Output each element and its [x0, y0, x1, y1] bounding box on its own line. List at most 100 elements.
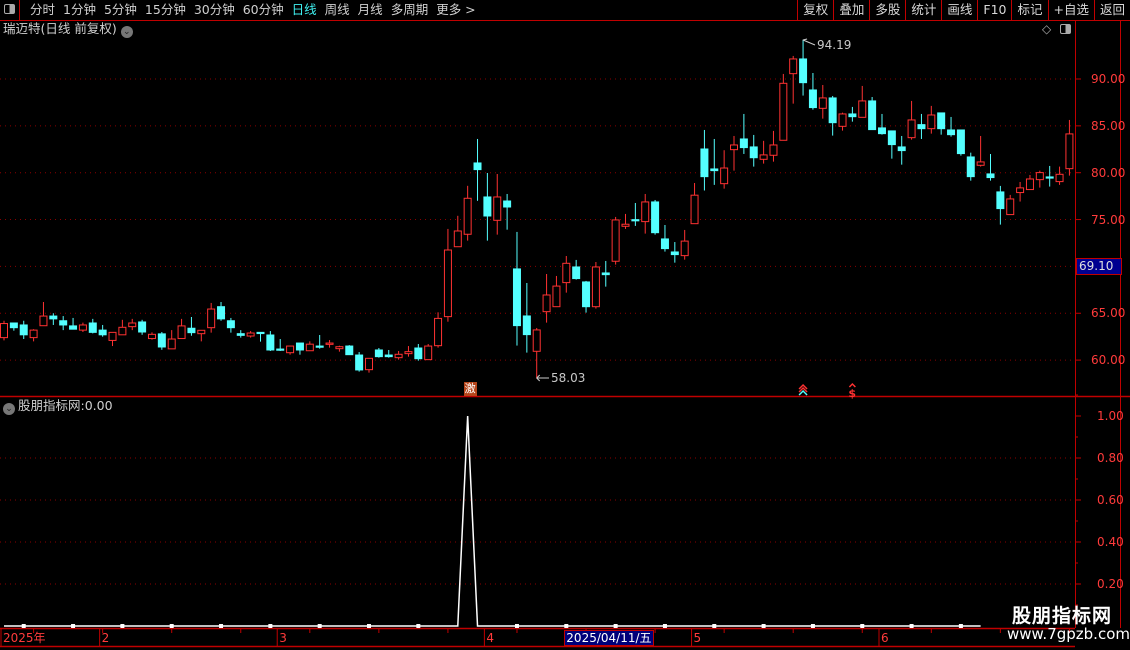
candle: [769, 130, 778, 162]
candle: [0, 320, 8, 341]
indicator-point: [810, 624, 815, 628]
candle-body: [601, 272, 610, 276]
candle: [69, 317, 78, 330]
tab-period-3[interactable]: 15分钟: [144, 2, 186, 17]
candle-body: [877, 127, 886, 135]
candle: [986, 153, 995, 181]
indicator-title: ⌄ 股朋指标网:0.00: [3, 398, 113, 415]
tab-period-8[interactable]: 月线: [357, 2, 383, 17]
candle-body: [611, 219, 620, 262]
candle: [177, 318, 186, 340]
candle: [917, 113, 926, 139]
tab-period-1[interactable]: 1分钟: [63, 2, 96, 17]
candle: [828, 95, 837, 136]
candle: [887, 130, 896, 159]
toolbar-button-7[interactable]: +自选: [1047, 0, 1094, 20]
candle: [167, 330, 176, 350]
candle: [542, 273, 551, 323]
candle: [138, 319, 147, 335]
candle: [848, 106, 857, 122]
toolbar-button-2[interactable]: 多股: [869, 0, 905, 20]
candle: [473, 138, 482, 201]
toolbar-button-4[interactable]: 画线: [941, 0, 977, 20]
toolbar: 分时 1分钟 5分钟 15分钟 30分钟 60分钟 日线 周线 月线 多周期 更多 > 复权 叠加 多股…: [0, 0, 1130, 21]
candle-body: [907, 119, 916, 139]
candle: [276, 339, 285, 352]
diamond-icon[interactable]: ◇: [1042, 22, 1052, 36]
candle: [59, 316, 68, 331]
tab-period-9[interactable]: 多周期: [390, 2, 429, 17]
candle: [29, 329, 38, 342]
indicator-tick-label: 1.00: [1097, 409, 1124, 423]
price-tick-label: 60.00: [1091, 353, 1126, 368]
tab-period-0[interactable]: 分时: [30, 2, 56, 17]
candle-body: [848, 113, 857, 118]
candle-body: [217, 306, 226, 320]
candle-body: [641, 201, 650, 223]
candle-body: [19, 324, 28, 336]
tab-period-5[interactable]: 60分钟: [242, 2, 284, 17]
candle: [552, 275, 561, 308]
candle-body: [739, 138, 748, 149]
candle: [197, 329, 206, 342]
toolbar-button-0[interactable]: 复权: [797, 0, 833, 20]
candle-body: [887, 130, 896, 146]
candle-body: [463, 197, 472, 235]
candle: [572, 259, 581, 280]
toolbar-button-5[interactable]: F10: [977, 0, 1011, 20]
candle-body: [443, 249, 452, 318]
panel-toggle-button[interactable]: [0, 0, 20, 20]
candle: [286, 345, 295, 355]
candle-body: [503, 200, 512, 208]
candle-body: [493, 196, 502, 221]
candle-body: [276, 348, 285, 351]
candle-body: [799, 58, 808, 84]
tab-period-2[interactable]: 5分钟: [103, 2, 137, 17]
candle-body: [572, 266, 581, 280]
candle-body: [976, 161, 985, 166]
indicator-tick-label: 0.40: [1097, 535, 1124, 549]
candle-body: [384, 354, 393, 358]
candle: [937, 112, 946, 135]
candle-body: [138, 321, 147, 333]
indicator-tick-label: 0.60: [1097, 493, 1124, 507]
chevron-down-icon[interactable]: ⌄: [3, 403, 15, 415]
candle: [601, 260, 610, 287]
candle: [670, 242, 679, 263]
candle: [1006, 194, 1015, 216]
candle: [503, 193, 512, 230]
candle: [966, 152, 975, 181]
tab-period-6[interactable]: 日线: [291, 2, 317, 17]
candle: [522, 282, 531, 353]
candle-body: [1065, 133, 1074, 170]
candle: [325, 340, 334, 348]
candle: [355, 352, 364, 372]
toolbar-button-1[interactable]: 叠加: [833, 0, 869, 20]
candle: [591, 261, 600, 309]
candle-body: [779, 82, 788, 141]
low-price-annotation: 58.03: [551, 371, 586, 385]
candle-body: [522, 315, 531, 336]
candle: [39, 302, 48, 327]
chevron-down-icon[interactable]: ⌄: [120, 26, 133, 38]
candle: [19, 320, 28, 340]
candle: [996, 185, 1005, 225]
toolbar-button-6[interactable]: 标记: [1011, 0, 1047, 20]
tab-period-7[interactable]: 周线: [324, 2, 350, 17]
stock-title: 瑞迈特(日线 前复权): [3, 21, 117, 36]
candle-body: [108, 331, 117, 341]
tab-period-10[interactable]: 更多 >: [436, 2, 476, 17]
panel-icon[interactable]: [1060, 24, 1071, 34]
indicator-point: [71, 624, 76, 628]
toolbar-button-8[interactable]: 返回: [1093, 0, 1130, 20]
toolbar-button-3[interactable]: 统计: [905, 0, 941, 20]
indicator-point: [219, 624, 224, 628]
candle-body: [512, 268, 521, 327]
tab-period-4[interactable]: 30分钟: [193, 2, 235, 17]
candle: [897, 135, 906, 165]
candle-body: [88, 322, 97, 333]
candle-body: [730, 144, 739, 151]
candle-body: [769, 144, 778, 156]
candle: [256, 331, 265, 342]
